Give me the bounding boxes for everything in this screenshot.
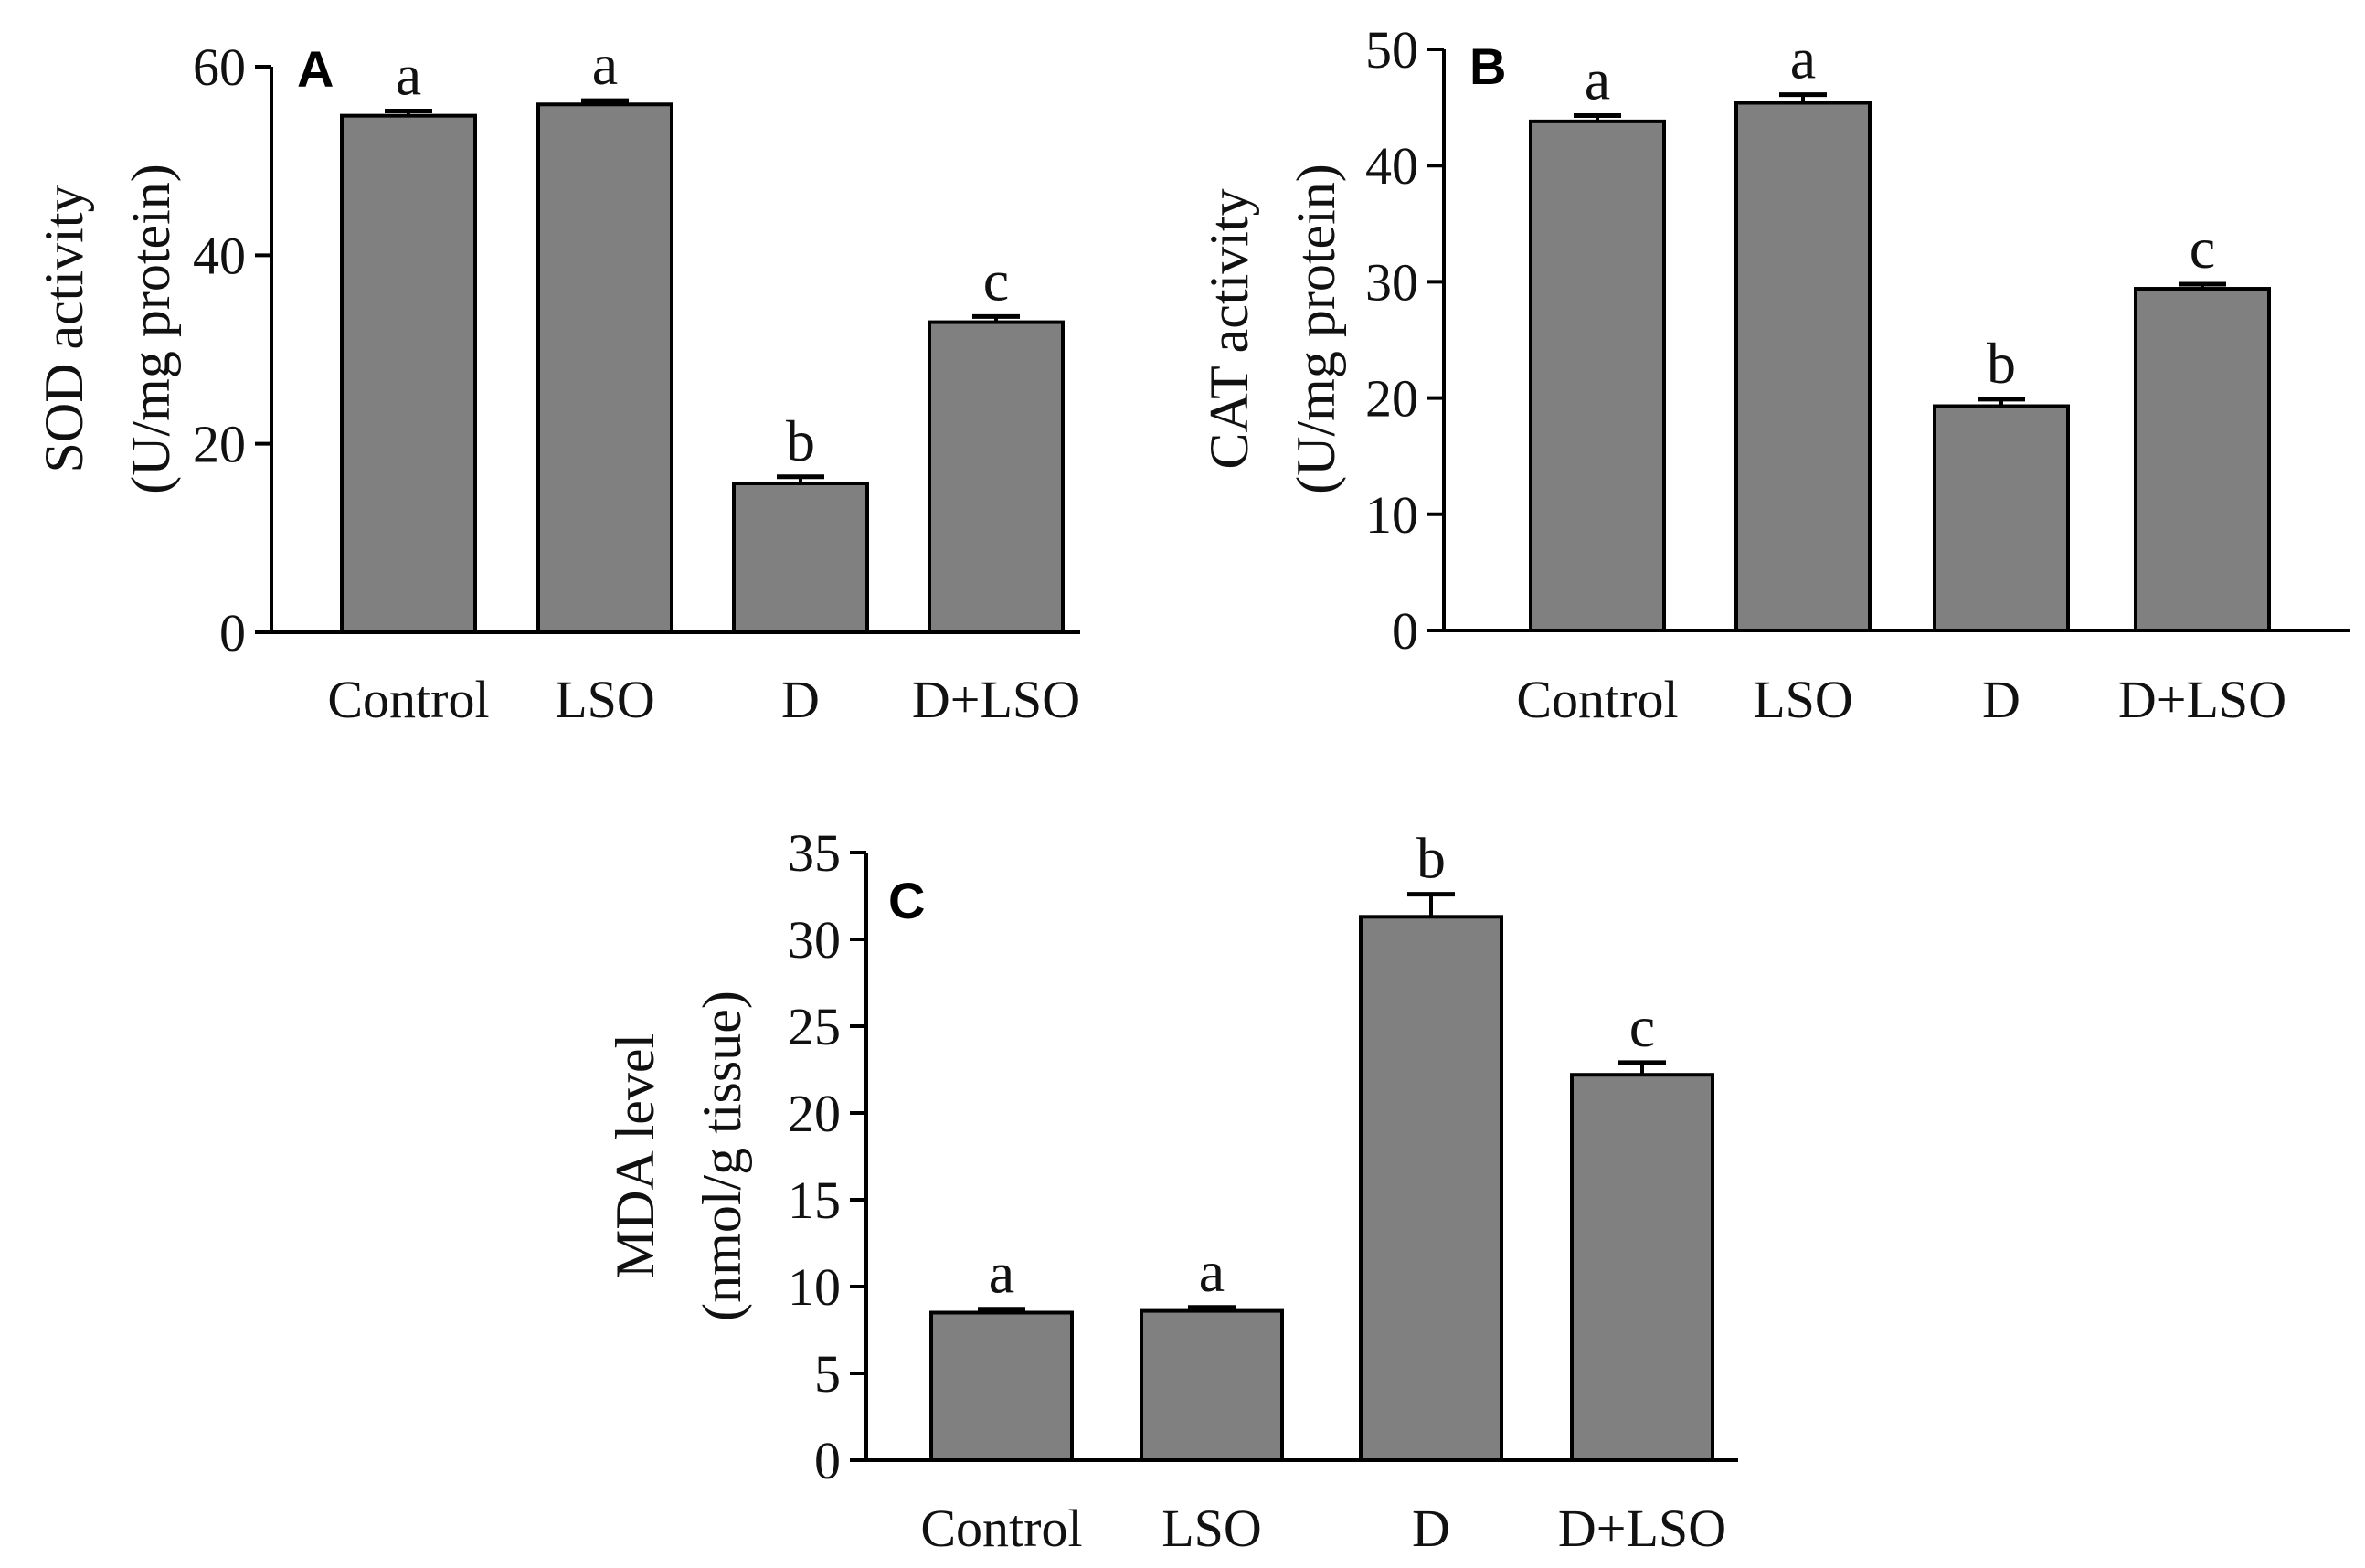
y-tick-label: 40	[193, 226, 246, 285]
y-tick-label: 10	[1365, 485, 1418, 545]
bar-lso	[1734, 101, 1872, 632]
x-category-label: D	[1982, 670, 2020, 729]
y-tick-label: 20	[1365, 369, 1418, 429]
y-tick-label: 0	[1392, 601, 1418, 661]
y-tick-label: 50	[1365, 20, 1418, 79]
y-tick-label: 35	[788, 823, 841, 883]
y-tick-label: 10	[788, 1257, 841, 1317]
significance-letter: b	[1416, 826, 1446, 891]
y-tick-label: 40	[1365, 136, 1418, 196]
x-category-label: Control	[920, 1499, 1082, 1558]
y-tick-label: 0	[814, 1431, 841, 1490]
y-tick-label: 20	[788, 1084, 841, 1143]
bar-lso	[1140, 1308, 1284, 1462]
x-category-label: Control	[327, 670, 489, 729]
significance-letter: a	[1790, 26, 1816, 91]
y-tick-label: 15	[788, 1171, 841, 1230]
significance-letter: b	[786, 408, 815, 473]
x-category-label: LSO	[1161, 1499, 1262, 1558]
x-category-label: D+LSO	[1558, 1499, 1726, 1558]
panel-letter: C	[888, 872, 925, 929]
panel-letter: B	[1469, 37, 1506, 95]
y-axis-title-line2: (U/mg protein)	[121, 164, 181, 494]
x-category-label: LSO	[1753, 670, 1853, 729]
panel-letter: A	[297, 40, 334, 98]
bar-control	[1529, 119, 1666, 632]
y-axis-title-line1: SOD activity	[34, 185, 94, 473]
x-category-label: D	[1412, 1499, 1450, 1558]
significance-letter: a	[592, 32, 618, 97]
significance-letter: b	[1987, 331, 2016, 396]
chart-panel-b: 0 10 20 30 40 50 CAT activity (U/mg protein) B a C…	[1199, 20, 2350, 729]
significance-letter: a	[396, 42, 421, 107]
x-category-label: D+LSO	[2118, 670, 2286, 729]
x-category-label: Control	[1516, 670, 1678, 729]
bar-d-plus-lso	[2134, 287, 2271, 632]
x-category-label: D	[781, 670, 820, 729]
significance-letter: a	[1199, 1239, 1225, 1304]
y-axis-title-line2: (U/mg protein)	[1286, 164, 1346, 494]
significance-letter: c	[983, 248, 1009, 313]
y-axis-title-line1: MDA level	[605, 1033, 665, 1278]
bar-d	[1933, 404, 2070, 632]
bar-control	[929, 1310, 1074, 1462]
x-category-label: D+LSO	[912, 670, 1080, 729]
y-tick-label: 30	[788, 910, 841, 969]
bar-d-plus-lso	[928, 320, 1065, 634]
significance-letter: c	[2190, 216, 2215, 281]
x-category-label: LSO	[555, 670, 655, 729]
bar-lso	[536, 102, 673, 635]
significance-letter: a	[1585, 48, 1610, 112]
chart-panel-c: 0 5 10 15 20 25 30 35 MDA level (nmol/g tissue) Ca…	[605, 823, 1738, 1558]
y-tick-label: 25	[788, 997, 841, 1056]
y-axis-title-line2: (nmol/g tissue)	[692, 991, 752, 1321]
y-tick-label: 30	[1365, 252, 1418, 312]
bar-d	[1359, 915, 1503, 1462]
significance-letter: a	[989, 1241, 1014, 1306]
bar-d	[732, 481, 869, 634]
y-axis-title-line1: CAT activity	[1199, 188, 1259, 469]
chart-panel-a: 0 20 40 60 SOD activity (U/mg protein) A a Contr…	[34, 32, 1080, 729]
bar-control	[340, 113, 477, 634]
y-tick-label: 20	[193, 415, 246, 474]
significance-letter: c	[1629, 994, 1655, 1059]
bar-d-plus-lso	[1570, 1073, 1714, 1462]
y-tick-label: 0	[219, 603, 246, 662]
y-tick-label: 60	[193, 37, 246, 97]
y-tick-label: 5	[814, 1344, 841, 1404]
